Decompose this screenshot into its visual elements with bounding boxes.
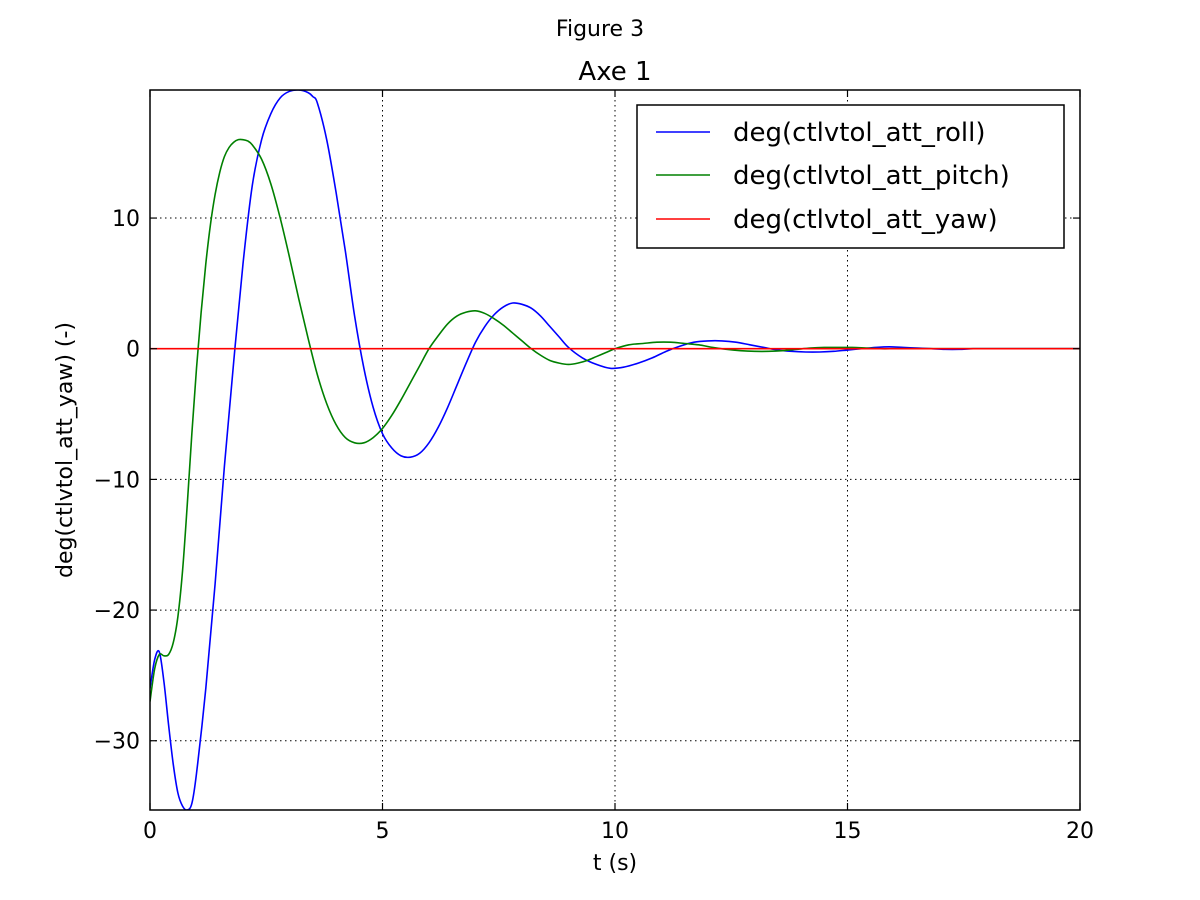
- figure-suptitle: Figure 3: [556, 17, 644, 42]
- legend-label-3: deg(ctlvtol_att_yaw): [733, 205, 998, 235]
- chart-title: Axe 1: [578, 57, 651, 87]
- y-tick-label: −30: [94, 730, 140, 755]
- x-tick-label: 20: [1066, 819, 1094, 844]
- x-tick-label: 15: [834, 819, 862, 844]
- legend-box: [636, 104, 1065, 249]
- x-tick-label: 0: [143, 819, 157, 844]
- x-tick-label: 5: [376, 819, 390, 844]
- legend-label-2: deg(ctlvtol_att_pitch): [733, 161, 1010, 191]
- y-tick-label: −20: [94, 599, 140, 624]
- series-line-2: [150, 138, 1080, 702]
- ticks: 0 5 10 15 20 −30 −20 −10 0 10: [94, 90, 1094, 844]
- y-tick-label: 10: [112, 207, 140, 232]
- x-axis-label: t (s): [593, 851, 637, 876]
- legend-label-1: deg(ctlvtol_att_roll): [733, 118, 986, 148]
- y-tick-label: 0: [126, 338, 140, 363]
- legend: deg(ctlvtol_att_roll) deg(ctlvtol_att_pit…: [636, 104, 1065, 249]
- series-layer: [150, 90, 1080, 810]
- x-tick-label: 10: [601, 819, 629, 844]
- plot-frame: [149, 89, 1081, 811]
- y-axis-label: deg(ctlvtol_att_yaw) (-): [53, 322, 78, 578]
- series-line-1: [150, 90, 1080, 810]
- y-tick-label: −10: [94, 468, 140, 493]
